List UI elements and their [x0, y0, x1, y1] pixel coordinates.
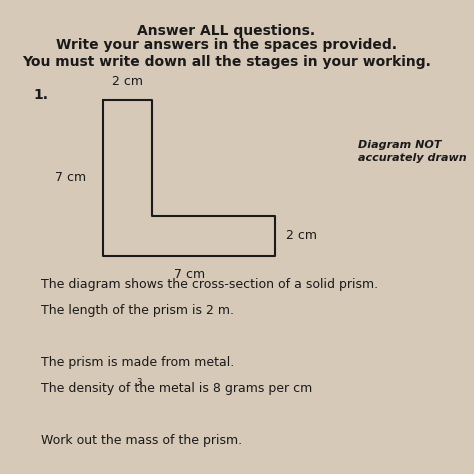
Text: The diagram shows the cross-section of a solid prism.: The diagram shows the cross-section of a… [41, 278, 378, 291]
Text: Write your answers in the spaces provided.: Write your answers in the spaces provide… [55, 38, 397, 52]
Text: 2 cm: 2 cm [286, 229, 317, 242]
Text: The density of the metal is 8 grams per cm: The density of the metal is 8 grams per … [41, 382, 312, 395]
Text: 2 cm: 2 cm [112, 75, 143, 88]
Text: 3: 3 [136, 379, 142, 387]
Text: You must write down all the stages in your working.: You must write down all the stages in yo… [22, 55, 430, 69]
Text: .: . [139, 382, 144, 395]
Text: 7 cm: 7 cm [173, 268, 205, 281]
Text: Work out the mass of the prism.: Work out the mass of the prism. [41, 434, 242, 447]
Text: 1.: 1. [33, 88, 48, 102]
Text: 7 cm: 7 cm [55, 171, 86, 184]
Text: The length of the prism is 2 m.: The length of the prism is 2 m. [41, 304, 234, 317]
Text: Diagram NOT
accurately drawn: Diagram NOT accurately drawn [357, 140, 466, 163]
Text: Answer ALL questions.: Answer ALL questions. [137, 24, 315, 38]
Text: The prism is made from metal.: The prism is made from metal. [41, 356, 235, 369]
